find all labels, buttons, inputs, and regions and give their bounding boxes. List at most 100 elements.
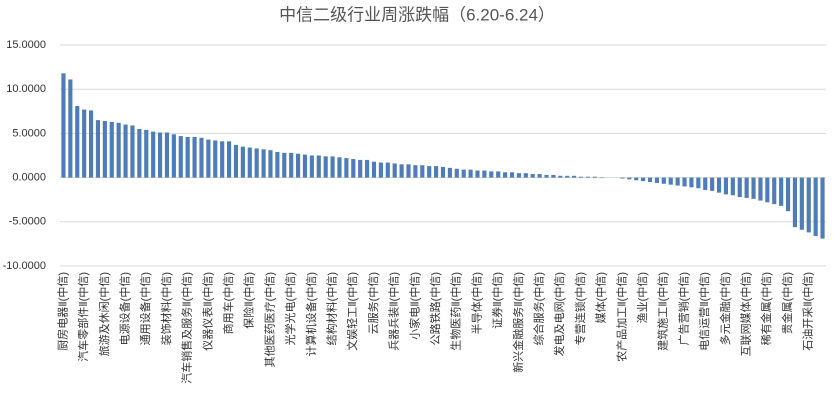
bar	[164, 132, 170, 178]
x-tick-label: 半导体(中信)	[469, 272, 483, 334]
bar	[516, 173, 521, 178]
bar	[503, 172, 508, 178]
bar	[116, 122, 121, 178]
bar	[109, 121, 114, 178]
bar	[330, 156, 335, 178]
bar	[199, 137, 204, 178]
x-tick-label: 专营连锁(中信)	[573, 272, 587, 345]
bar	[723, 177, 729, 195]
x-tick-label: 汽车销售及服务Ⅱ(中信)	[180, 272, 194, 384]
bar	[523, 173, 528, 178]
bar	[102, 121, 107, 178]
x-tick-label: 贵金属(中信)	[780, 272, 794, 334]
x-tick-label: 石油开采Ⅱ(中信)	[801, 272, 815, 351]
bar	[157, 132, 163, 178]
bar	[254, 148, 259, 178]
x-tick-label: 保险Ⅱ(中信)	[242, 272, 256, 329]
bar	[227, 141, 232, 178]
bar	[620, 177, 625, 179]
bar	[392, 163, 397, 178]
bar	[316, 155, 321, 178]
bar	[475, 170, 480, 178]
bar	[420, 165, 425, 178]
bar	[88, 110, 94, 178]
bar	[261, 149, 266, 178]
bar	[703, 177, 708, 190]
bar	[351, 159, 356, 178]
bar	[440, 166, 446, 178]
x-tick-label: 互联网媒体(中信)	[739, 272, 753, 356]
bar	[682, 177, 687, 187]
bar	[509, 172, 515, 178]
bar	[289, 152, 294, 178]
bar	[123, 124, 128, 178]
bar	[192, 136, 197, 178]
x-tick-label: 电信运营Ⅱ(中信)	[697, 272, 711, 351]
bar	[710, 177, 715, 191]
y-tick-label: -5.0000	[9, 216, 46, 228]
bar	[668, 177, 673, 185]
bar	[61, 73, 66, 178]
bar	[302, 154, 308, 178]
bar	[151, 131, 156, 178]
bar	[661, 177, 666, 184]
bar	[799, 177, 804, 230]
x-tick-label: 农产品加工Ⅱ(中信)	[614, 272, 628, 362]
bar	[434, 166, 439, 178]
bar	[647, 177, 653, 183]
bar	[309, 155, 314, 178]
bar	[447, 167, 452, 178]
bar	[572, 175, 577, 178]
x-tick-label: 综合服务(中信)	[532, 272, 546, 345]
x-tick-label: 小家电Ⅱ(中信)	[407, 272, 421, 340]
bar	[689, 177, 694, 188]
x-tick-label: 计算机设备(中信)	[304, 272, 318, 356]
y-tick-label: 10.0000	[6, 83, 46, 95]
x-tick-label: 公路铁路(中信)	[429, 272, 442, 345]
bar	[323, 156, 328, 178]
bar	[641, 177, 646, 182]
bar	[268, 150, 273, 178]
x-tick-label: 渔业(中信)	[636, 272, 649, 323]
bar	[213, 140, 218, 178]
bar	[489, 171, 494, 178]
bar	[675, 177, 680, 186]
bar	[765, 177, 770, 203]
y-tick-label: 0.0000	[12, 172, 46, 184]
x-tick-label: 光学光电(中信)	[283, 272, 297, 345]
x-tick-label: 新兴金融服务Ⅱ(中信)	[511, 272, 525, 373]
x-tick-label: 发电及电网(中信)	[552, 272, 566, 356]
bar	[537, 174, 542, 178]
bar	[144, 129, 149, 178]
bar	[565, 175, 570, 178]
bar	[737, 177, 742, 198]
bar	[496, 171, 501, 178]
bar	[592, 176, 597, 178]
chart-title: 中信二级行业周涨跌幅（6.20-6.24）	[279, 5, 555, 24]
bar	[240, 146, 245, 178]
x-tick-label: 汽车零部件Ⅱ(中信)	[76, 272, 90, 362]
x-tick-label: 旅游及休闲(中信)	[97, 272, 111, 356]
bar	[530, 174, 535, 178]
x-tick-label: 生物医药Ⅱ(中信)	[449, 272, 463, 351]
bar	[744, 177, 749, 198]
x-tick-label: 云服务(中信)	[367, 272, 380, 334]
x-tick-label: 稀有金属(中信)	[759, 272, 773, 345]
bar	[779, 177, 784, 206]
bar	[75, 105, 80, 178]
y-tick-label: 15.0000	[6, 39, 46, 51]
bar	[627, 177, 632, 180]
bar	[378, 162, 383, 178]
bar	[696, 177, 701, 189]
bar	[233, 144, 239, 178]
x-tick-label: 证券Ⅱ(中信)	[490, 272, 504, 329]
x-tick-label: 仪器仪表Ⅱ(中信)	[200, 272, 214, 351]
bar	[171, 134, 176, 178]
bar	[716, 177, 722, 193]
bar	[751, 177, 756, 199]
bar	[337, 157, 342, 178]
bar	[413, 165, 418, 178]
bar	[296, 153, 301, 178]
bar	[585, 176, 590, 178]
bar	[137, 128, 142, 178]
